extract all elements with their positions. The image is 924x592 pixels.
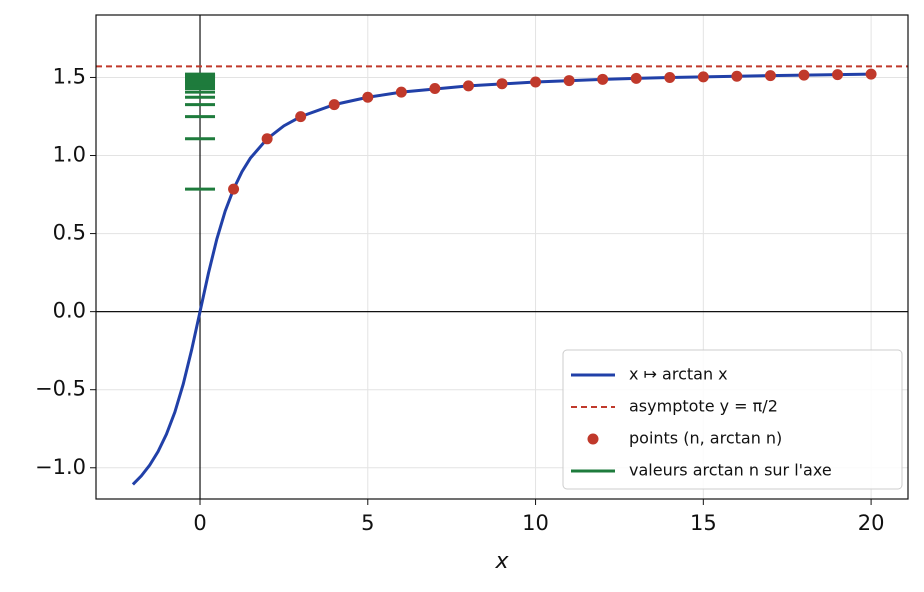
x-tick-label: 15 (690, 511, 717, 535)
point (429, 83, 441, 95)
x-tick-label: 20 (858, 511, 885, 535)
x-tick-label: 0 (193, 511, 206, 535)
x-tick-label: 5 (361, 511, 374, 535)
y-tick-label: 0.5 (53, 221, 86, 245)
point (731, 70, 743, 82)
legend-label: valeurs arctan n sur l'axe (629, 461, 832, 480)
legend-label: x ↦ arctan x (629, 365, 728, 384)
plot-frame (95, 14, 909, 500)
point (697, 71, 709, 83)
y-tick-label: −1.0 (35, 455, 86, 479)
point (261, 133, 273, 145)
point (563, 75, 575, 87)
point (228, 183, 240, 195)
y-tick-label: −0.5 (35, 377, 86, 401)
x-tick-label: 10 (522, 511, 549, 535)
x-axis-label: x (494, 549, 509, 574)
point (395, 86, 407, 98)
point (328, 99, 340, 111)
point (295, 111, 307, 123)
legend-label: asymptote y = π/2 (629, 397, 778, 416)
point (630, 72, 642, 84)
point (496, 78, 508, 90)
y-tick-label: 0.0 (53, 299, 86, 323)
point (664, 71, 676, 83)
legend-box (562, 349, 903, 490)
point (764, 70, 776, 82)
legend: x ↦ arctan x asymptote y = π/2 points (n, … (562, 349, 903, 490)
point (798, 69, 810, 81)
point (362, 91, 374, 103)
point (865, 68, 877, 80)
legend-swatch (587, 433, 599, 445)
y-tick-label: 1.0 (53, 143, 86, 167)
point (462, 80, 474, 92)
y-tick-label: 1.5 (53, 64, 86, 88)
point (530, 76, 542, 88)
legend-label: points (n, arctan n) (629, 429, 782, 448)
point (832, 69, 844, 81)
point (597, 73, 609, 85)
